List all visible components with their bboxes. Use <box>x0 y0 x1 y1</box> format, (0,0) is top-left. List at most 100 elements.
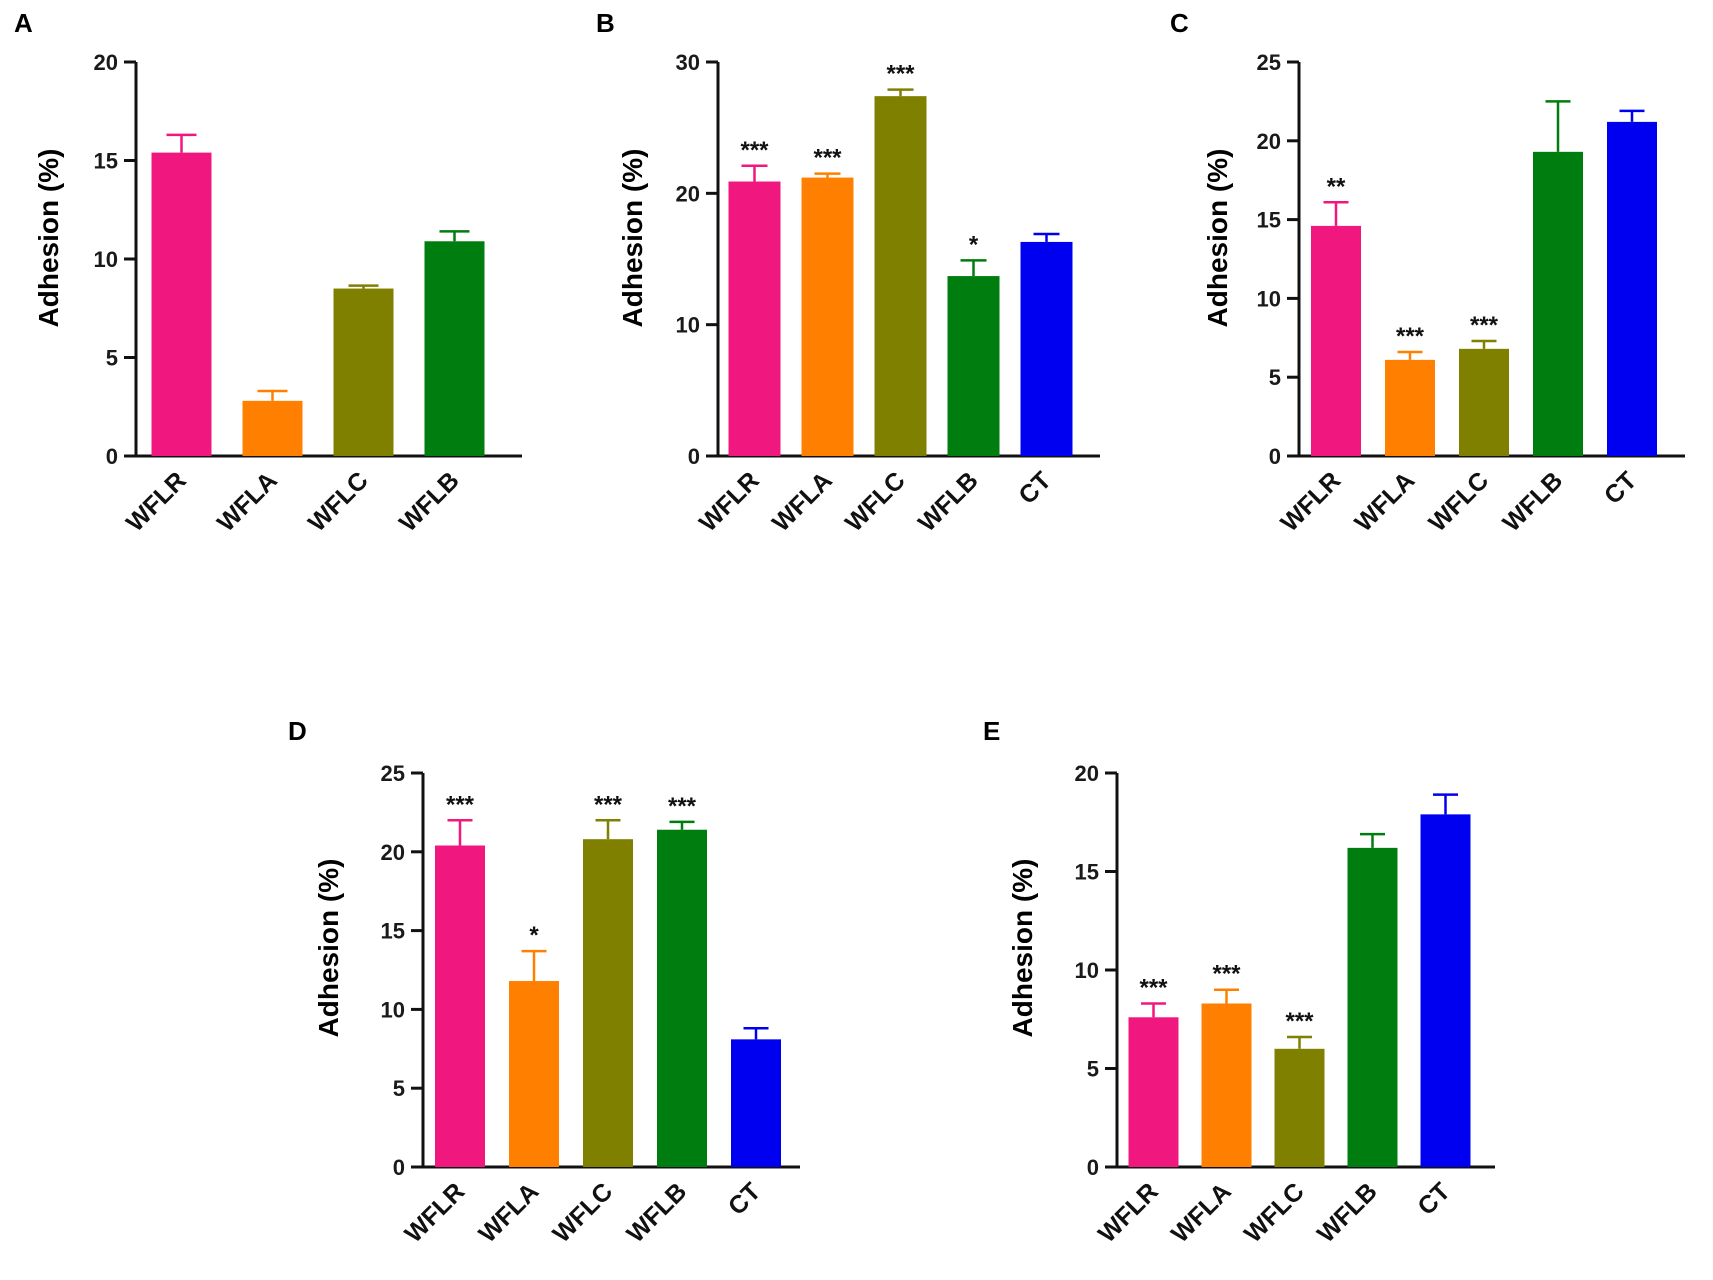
bar <box>1020 241 1073 456</box>
bar <box>728 181 781 456</box>
bar <box>1201 1003 1252 1167</box>
y-tick-label: 20 <box>1257 129 1281 154</box>
bar <box>1420 814 1471 1167</box>
significance-label: *** <box>1139 974 1168 1001</box>
y-tick-label: 20 <box>1075 761 1099 786</box>
y-tick-label: 15 <box>1257 208 1281 233</box>
category-label: CT <box>1599 466 1642 509</box>
y-tick-label: 5 <box>393 1076 405 1101</box>
bar <box>1311 225 1361 456</box>
y-tick-label: 15 <box>1075 860 1099 885</box>
y-tick-label: 10 <box>1257 286 1281 311</box>
bar <box>947 276 1000 456</box>
category-label: CT <box>1013 466 1056 509</box>
category-label: CT <box>723 1177 766 1220</box>
y-tick-label: 5 <box>1269 365 1281 390</box>
y-tick-label: 20 <box>94 50 118 75</box>
category-label: WFLC <box>1239 1177 1310 1248</box>
y-tick-label: 15 <box>94 149 118 174</box>
significance-label: *** <box>1396 323 1425 350</box>
panel-letter: C <box>1170 8 1189 38</box>
panel-e: E Adhesion (%) 0 5 10 15 20 *** WFLR *** WFLA ***… <box>983 716 1495 1248</box>
y-axis-title: Adhesion (%) <box>33 149 64 328</box>
category-label: WFLR <box>1093 1177 1164 1248</box>
bar <box>1274 1048 1325 1167</box>
category-label: WFLC <box>547 1177 618 1248</box>
significance-label: *** <box>668 793 697 820</box>
bar <box>874 96 927 456</box>
bar <box>509 981 559 1167</box>
bar <box>1459 348 1509 456</box>
panel-d: D Adhesion (%) 0 5 10 15 20 25 *** WFLR * WFLA ***… <box>288 716 800 1248</box>
bar <box>731 1039 781 1167</box>
y-axis-title: Adhesion (%) <box>1202 149 1233 328</box>
significance-label: *** <box>1285 1008 1314 1035</box>
y-tick-label: 25 <box>381 761 405 786</box>
bar <box>583 839 633 1167</box>
significance-label: *** <box>886 61 915 88</box>
category-label: WFLR <box>694 466 765 537</box>
category-label: WFLB <box>1312 1177 1383 1248</box>
y-tick-label: 20 <box>676 181 700 206</box>
category-label: WFLC <box>1423 466 1494 537</box>
bar <box>1607 121 1657 456</box>
significance-label: ** <box>1327 173 1346 200</box>
bar <box>151 152 212 456</box>
category-label: WFLB <box>1497 466 1568 537</box>
significance-label: *** <box>740 137 769 164</box>
y-tick-label: 10 <box>1075 958 1099 983</box>
y-tick-label: 0 <box>393 1155 405 1180</box>
category-label: WFLA <box>767 466 838 537</box>
panel-letter: D <box>288 716 307 746</box>
bar <box>1347 847 1398 1167</box>
panel-letter: E <box>983 716 1000 746</box>
category-label: WFLR <box>1275 466 1346 537</box>
category-label: WFLR <box>399 1177 470 1248</box>
bar <box>657 829 707 1167</box>
significance-label: * <box>969 231 979 258</box>
significance-label: *** <box>813 145 842 172</box>
y-tick-label: 5 <box>106 346 118 371</box>
y-tick-label: 5 <box>1087 1057 1099 1082</box>
bar <box>1533 151 1583 456</box>
significance-label: *** <box>1470 312 1499 339</box>
bar <box>333 288 394 456</box>
bar <box>1385 359 1435 456</box>
bar <box>1128 1017 1179 1167</box>
category-label: WFLA <box>1166 1177 1237 1248</box>
bar <box>801 177 854 456</box>
y-tick-label: 30 <box>676 50 700 75</box>
significance-label: * <box>529 922 539 949</box>
panel-letter: B <box>596 8 615 38</box>
y-axis-title: Adhesion (%) <box>617 149 648 328</box>
significance-label: *** <box>594 791 623 818</box>
y-axis-title: Adhesion (%) <box>1007 859 1038 1038</box>
category-label: CT <box>1412 1177 1455 1220</box>
category-label: WFLB <box>394 466 465 537</box>
y-tick-label: 0 <box>1269 444 1281 469</box>
category-label: WFLR <box>121 466 192 537</box>
bar <box>242 400 303 456</box>
category-label: WFLB <box>621 1177 692 1248</box>
category-label: WFLC <box>840 466 911 537</box>
panel-letter: A <box>14 8 33 38</box>
bar <box>424 241 485 456</box>
y-tick-label: 0 <box>688 444 700 469</box>
y-tick-label: 20 <box>381 840 405 865</box>
panel-a: A Adhesion (%) 0 5 10 15 20 WFLR WFLA WFLC WFLB <box>14 8 522 537</box>
panel-b: B Adhesion (%) 0 10 20 30 *** WFLR *** WFLA *** W… <box>596 8 1100 537</box>
category-label: WFLB <box>913 466 984 537</box>
category-label: WFLC <box>303 466 374 537</box>
y-tick-label: 10 <box>94 247 118 272</box>
y-tick-label: 10 <box>676 313 700 338</box>
significance-label: *** <box>446 791 475 818</box>
y-tick-label: 10 <box>381 997 405 1022</box>
bar <box>435 845 485 1167</box>
category-label: WFLA <box>212 466 283 537</box>
y-tick-label: 0 <box>106 444 118 469</box>
y-tick-label: 0 <box>1087 1155 1099 1180</box>
panel-c: C Adhesion (%) 0 5 10 15 20 25 ** WFLR *** WFLA **… <box>1170 8 1685 537</box>
y-tick-label: 15 <box>381 919 405 944</box>
category-label: WFLA <box>473 1177 544 1248</box>
